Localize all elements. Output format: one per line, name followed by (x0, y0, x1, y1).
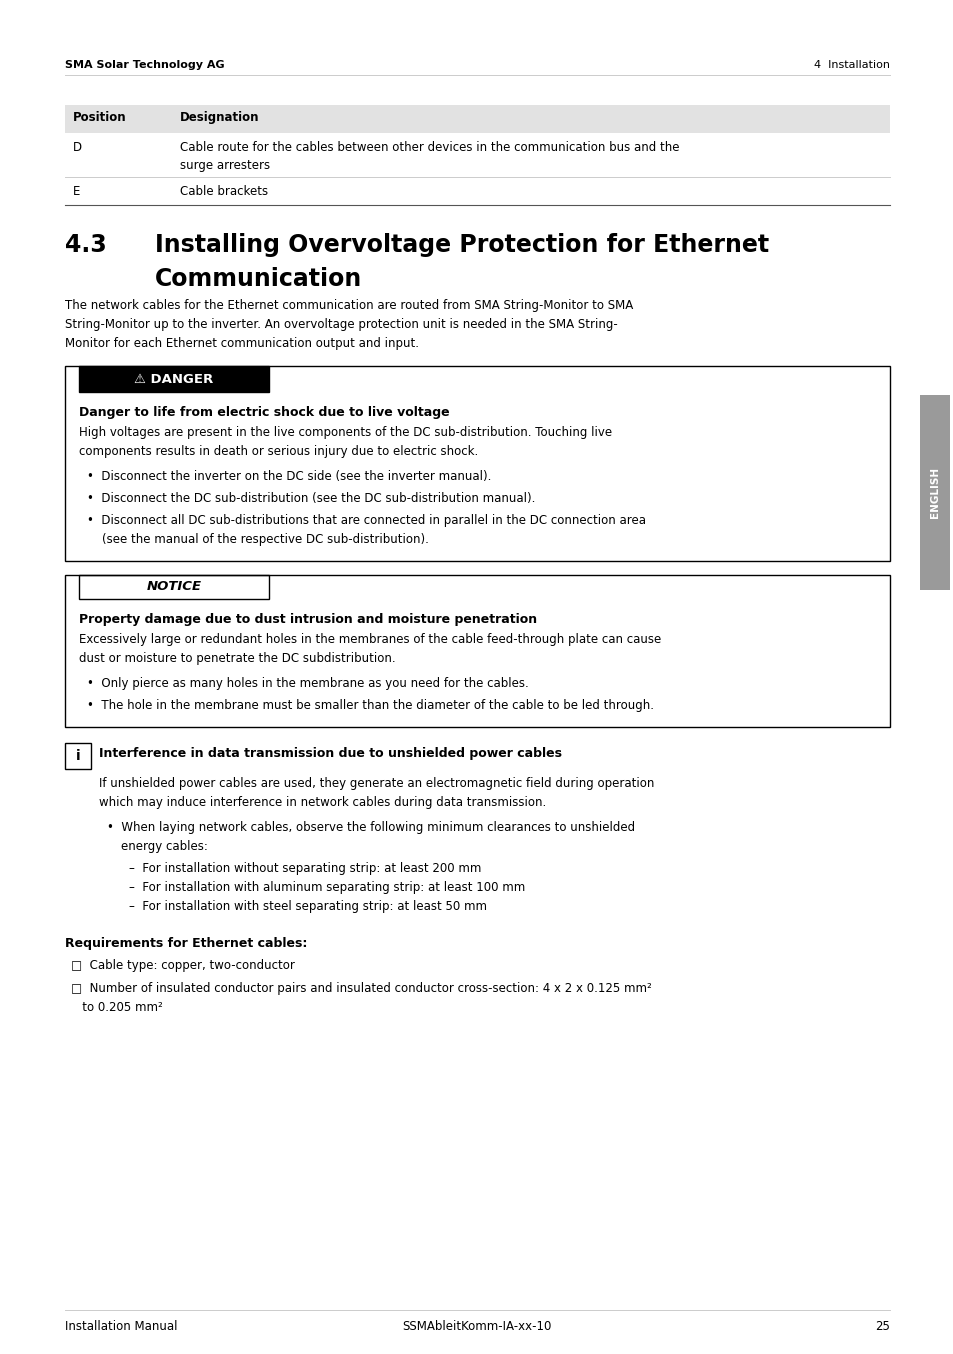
Text: E: E (73, 185, 80, 198)
Bar (919, 395, 949, 590)
Text: SSMAbleitKomm-IA-xx-10: SSMAbleitKomm-IA-xx-10 (402, 1320, 551, 1332)
Text: String-Monitor up to the inverter. An overvoltage protection unit is needed in t: String-Monitor up to the inverter. An ov… (65, 318, 618, 330)
Bar (65, 106, 889, 133)
Bar (79, 575, 269, 598)
Text: Interference in data transmission due to unshielded power cables: Interference in data transmission due to… (99, 747, 561, 760)
Text: □  Number of insulated conductor pairs and insulated conductor cross-section: 4 : □ Number of insulated conductor pairs an… (71, 982, 651, 995)
Text: Danger to life from electric shock due to live voltage: Danger to life from electric shock due t… (79, 406, 449, 418)
Text: 4.3: 4.3 (65, 233, 107, 257)
Text: Designation: Designation (180, 111, 259, 125)
Text: (see the manual of the respective DC sub-distribution).: (see the manual of the respective DC sub… (87, 533, 429, 546)
Text: •  Disconnect the inverter on the DC side (see the inverter manual).: • Disconnect the inverter on the DC side… (87, 470, 491, 483)
Text: SMA Solar Technology AG: SMA Solar Technology AG (65, 60, 224, 70)
Text: •  Only pierce as many holes in the membrane as you need for the cables.: • Only pierce as many holes in the membr… (87, 677, 528, 691)
Text: Cable route for the cables between other devices in the communication bus and th: Cable route for the cables between other… (180, 141, 679, 154)
Bar (65, 575, 889, 727)
Text: –  For installation with steel separating strip: at least 50 mm: – For installation with steel separating… (129, 900, 486, 913)
Text: i: i (75, 749, 80, 764)
Text: If unshielded power cables are used, they generate an electromagnetic field duri: If unshielded power cables are used, the… (99, 777, 654, 789)
Text: energy cables:: energy cables: (121, 839, 208, 853)
Text: Communication: Communication (154, 267, 362, 291)
Text: ⚠ DANGER: ⚠ DANGER (134, 372, 213, 386)
Text: –  For installation with aluminum separating strip: at least 100 mm: – For installation with aluminum separat… (129, 881, 525, 894)
Text: which may induce interference in network cables during data transmission.: which may induce interference in network… (99, 796, 546, 808)
Text: components results in death or serious injury due to electric shock.: components results in death or serious i… (79, 445, 477, 458)
Text: Installation Manual: Installation Manual (65, 1320, 177, 1332)
Text: –  For installation without separating strip: at least 200 mm: – For installation without separating st… (129, 862, 481, 875)
Text: Position: Position (73, 111, 127, 125)
Text: •  The hole in the membrane must be smaller than the diameter of the cable to be: • The hole in the membrane must be small… (87, 699, 654, 712)
Text: to 0.205 mm²: to 0.205 mm² (71, 1001, 163, 1014)
Text: Cable brackets: Cable brackets (180, 185, 268, 198)
Text: D: D (73, 141, 82, 154)
Text: surge arresters: surge arresters (180, 158, 270, 172)
Text: •  Disconnect all DC sub-distributions that are connected in parallel in the DC : • Disconnect all DC sub-distributions th… (87, 515, 645, 527)
Text: 25: 25 (874, 1320, 889, 1332)
Text: Monitor for each Ethernet communication output and input.: Monitor for each Ethernet communication … (65, 337, 418, 349)
Text: 4  Installation: 4 Installation (813, 60, 889, 70)
Text: •  Disconnect the DC sub-distribution (see the DC sub-distribution manual).: • Disconnect the DC sub-distribution (se… (87, 492, 535, 505)
Text: Excessively large or redundant holes in the membranes of the cable feed-through : Excessively large or redundant holes in … (79, 634, 660, 646)
Text: □  Cable type: copper, two-conductor: □ Cable type: copper, two-conductor (71, 959, 294, 972)
Text: NOTICE: NOTICE (147, 581, 201, 593)
Bar (65, 743, 91, 769)
Text: •  When laying network cables, observe the following minimum clearances to unshi: • When laying network cables, observe th… (107, 821, 635, 834)
Text: The network cables for the Ethernet communication are routed from SMA String-Mon: The network cables for the Ethernet comm… (65, 299, 633, 311)
Text: dust or moisture to penetrate the DC subdistribution.: dust or moisture to penetrate the DC sub… (79, 653, 395, 665)
Text: Property damage due to dust intrusion and moisture penetration: Property damage due to dust intrusion an… (79, 613, 537, 626)
Text: Installing Overvoltage Protection for Ethernet: Installing Overvoltage Protection for Et… (154, 233, 768, 257)
Bar (79, 366, 269, 393)
Text: ENGLISH: ENGLISH (929, 467, 939, 519)
Text: High voltages are present in the live components of the DC sub-distribution. Tou: High voltages are present in the live co… (79, 427, 612, 439)
Bar (65, 366, 889, 561)
Text: Requirements for Ethernet cables:: Requirements for Ethernet cables: (65, 937, 307, 951)
